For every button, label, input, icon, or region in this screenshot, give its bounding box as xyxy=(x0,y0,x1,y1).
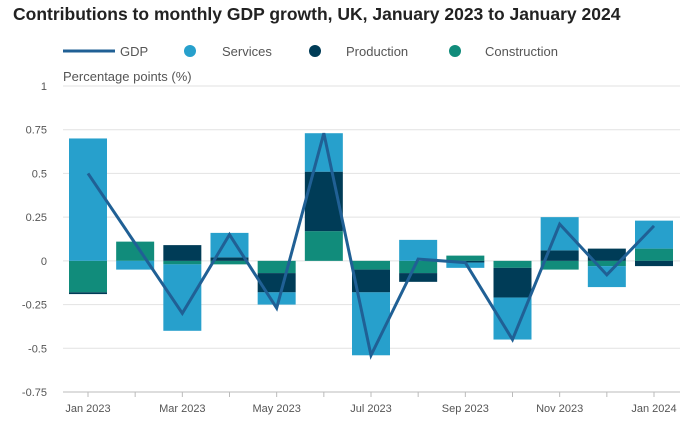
y-tick-label: 0.5 xyxy=(32,168,47,180)
y-tick-label: 0.25 xyxy=(26,212,47,224)
bar-construction xyxy=(493,260,532,268)
x-tick-label: Jul 2023 xyxy=(350,403,392,415)
bar-construction xyxy=(352,260,390,270)
bar-production xyxy=(587,248,626,261)
bar-construction xyxy=(399,260,438,274)
bar-production xyxy=(352,269,390,293)
bar-construction xyxy=(587,260,626,267)
bar-construction xyxy=(446,255,485,261)
legend-production[interactable]: Production xyxy=(346,44,409,59)
bar-construction xyxy=(69,260,107,293)
bar-production xyxy=(399,273,438,282)
y-tick-label: 1 xyxy=(41,81,47,93)
y-tick-label: 0.75 xyxy=(26,125,47,137)
y-tick-label: 0 xyxy=(41,256,47,268)
x-tick-label: Jan 2024 xyxy=(631,403,676,415)
legend-services[interactable]: Services xyxy=(222,44,272,59)
legend-construction[interactable]: Construction xyxy=(485,44,558,59)
bar-construction xyxy=(635,248,673,261)
x-tick-label: Jan 2023 xyxy=(65,403,110,415)
y-axis-label: Percentage points (%) xyxy=(63,69,192,84)
bar-services xyxy=(69,138,107,261)
bar-production xyxy=(69,292,107,295)
bar-services xyxy=(352,292,390,356)
bar-production xyxy=(540,250,579,261)
y-tick-label: -0.25 xyxy=(22,300,47,312)
bar-construction xyxy=(540,260,579,270)
bar-construction xyxy=(210,260,249,265)
x-tick-label: Mar 2023 xyxy=(159,403,205,415)
bar-production xyxy=(493,267,532,298)
bar-production xyxy=(163,245,202,261)
bar-services xyxy=(163,264,202,331)
y-tick-label: -0.5 xyxy=(28,343,47,355)
x-tick-label: Sep 2023 xyxy=(442,403,489,415)
bar-services xyxy=(635,220,673,249)
chart-title: Contributions to monthly GDP growth, UK,… xyxy=(13,4,621,24)
bar-services xyxy=(116,260,155,270)
x-tick-label: May 2023 xyxy=(253,403,301,415)
x-tick-label: Nov 2023 xyxy=(536,403,583,415)
bar-construction xyxy=(304,231,343,261)
y-tick-label: -0.75 xyxy=(22,387,47,399)
bar-production xyxy=(635,260,673,267)
bar-production xyxy=(210,257,249,261)
legend-gdp[interactable]: GDP xyxy=(120,44,149,59)
bar-services xyxy=(399,239,438,261)
bar-construction xyxy=(163,260,202,265)
